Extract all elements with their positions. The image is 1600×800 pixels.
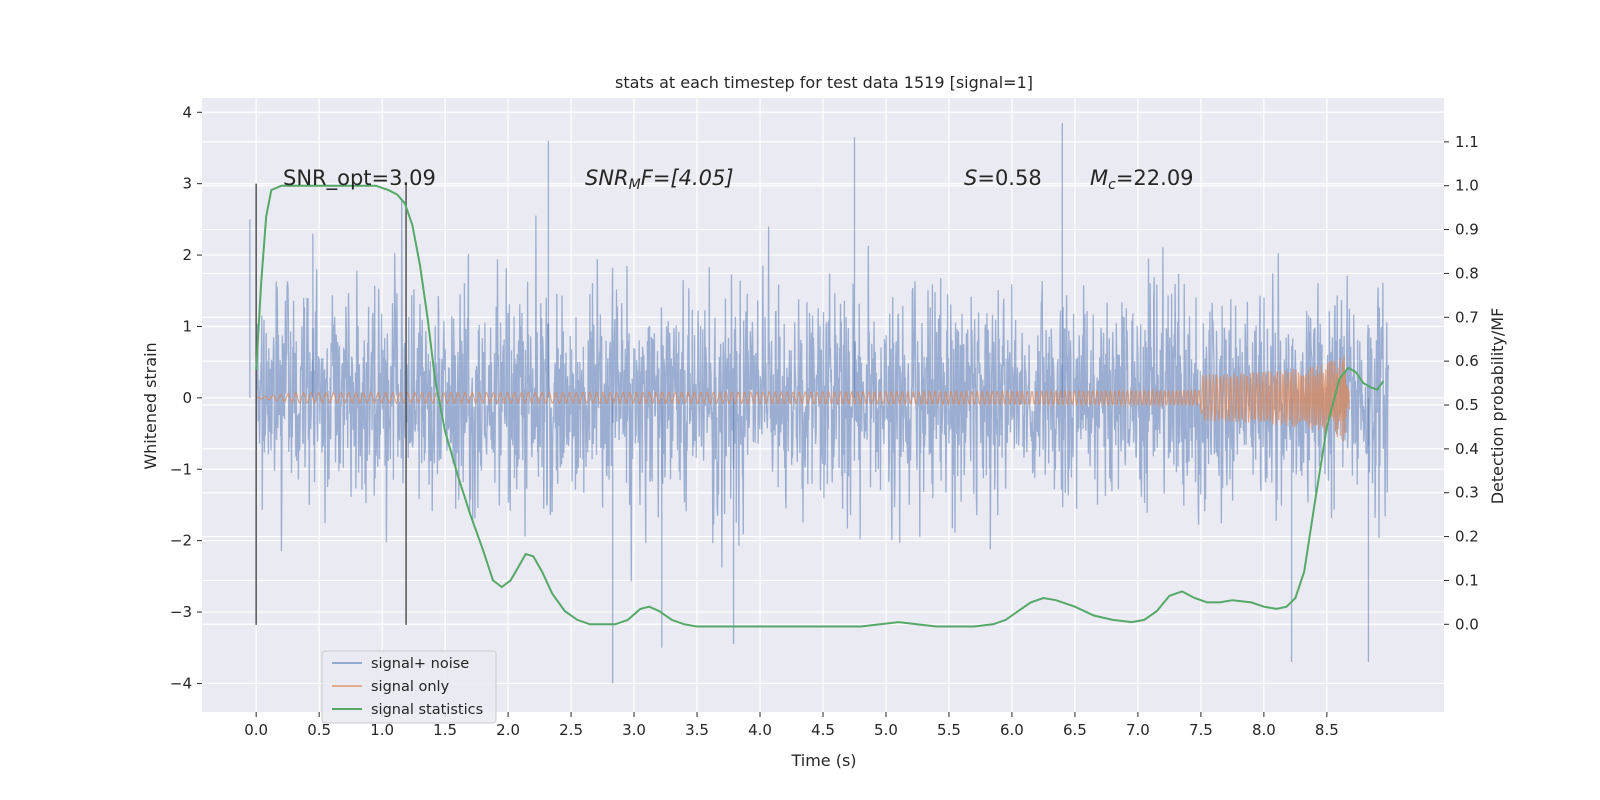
annotation-mc-main: M xyxy=(1090,166,1108,190)
annotation-snr-opt: SNR_opt=3.09 xyxy=(283,166,436,191)
y-tick-label: −4 xyxy=(170,674,192,692)
x-tick-label: 0.0 xyxy=(244,721,268,739)
y2-tick-label: 0.9 xyxy=(1455,221,1479,239)
legend-label-noise: signal+ noise xyxy=(371,656,469,672)
chart-title: stats at each timestep for test data 151… xyxy=(615,73,1033,92)
x-tick-label: 7.0 xyxy=(1126,721,1150,739)
annotation-snr-mf-rest: F=[4.05] xyxy=(641,166,734,190)
y-axis-label: Whitened strain xyxy=(141,342,160,469)
y2-tick-label: 0.6 xyxy=(1455,352,1479,370)
y2-tick-label: 0.2 xyxy=(1455,528,1479,546)
x-tick-label: 0.5 xyxy=(307,721,331,739)
x-tick-label: 2.5 xyxy=(559,721,583,739)
x-tick-label: 8.5 xyxy=(1315,721,1339,739)
x-axis-label: Time (s) xyxy=(790,751,856,770)
stats-series xyxy=(255,184,1385,628)
stats-line xyxy=(255,184,1385,628)
x-tick-label: 5.0 xyxy=(874,721,898,739)
y-tick-label: −1 xyxy=(170,460,192,478)
x-tick-label: 6.5 xyxy=(1063,721,1087,739)
noise-series xyxy=(249,122,1390,684)
annotation-mc: Mc=22.09 xyxy=(1090,166,1194,193)
noise-line xyxy=(255,199,1390,582)
y-tick-label: 3 xyxy=(182,175,192,193)
vertical-markers xyxy=(255,183,407,625)
annotation-mc-rest: =22.09 xyxy=(1116,166,1194,190)
annotation-mc-sub: c xyxy=(1108,177,1116,193)
y2-axis-ticks: 0.0 0.1 0.2 0.3 0.4 0.5 0.6 0.7 0.8 0.9 1.0 1.1 xyxy=(1444,133,1479,633)
y2-tick-label: 0.3 xyxy=(1455,484,1479,502)
x-tick-label: 7.5 xyxy=(1189,721,1213,739)
y-tick-label: 1 xyxy=(182,317,192,335)
x-tick-label: 8.0 xyxy=(1252,721,1276,739)
annotation-s-rest: =0.58 xyxy=(977,166,1041,190)
legend-label-stats: signal statistics xyxy=(371,702,483,718)
annotation-s: S=0.58 xyxy=(964,166,1042,190)
y-tick-label: −3 xyxy=(170,603,192,621)
legend-label-signal: signal only xyxy=(371,679,450,695)
annotation-snr-mf-main: SNR xyxy=(585,166,629,190)
y2-tick-label: 0.8 xyxy=(1455,264,1479,282)
y2-axis-label: Detection probability/MF xyxy=(1488,308,1507,505)
y-tick-label: −2 xyxy=(170,532,192,550)
y2-tick-label: 0.0 xyxy=(1455,615,1479,633)
annotation-s-main: S xyxy=(964,166,977,190)
y2-tick-label: 0.7 xyxy=(1455,308,1479,326)
x-tick-label: 3.0 xyxy=(622,721,646,739)
legend-box xyxy=(321,650,497,724)
x-tick-label: 1.0 xyxy=(370,721,394,739)
y-tick-label: 2 xyxy=(182,246,192,264)
x-tick-label: 2.0 xyxy=(496,721,520,739)
y-axis-ticks: −4 −3 −2 −1 0 1 2 3 4 xyxy=(170,103,202,692)
x-tick-label: 1.5 xyxy=(433,721,457,739)
x-axis-ticks: 0.0 0.5 1.0 1.5 2.0 2.5 3.0 3.5 4.0 4.5 5.0 5.5 6.0 6… xyxy=(244,712,1339,739)
x-tick-label: 3.5 xyxy=(685,721,709,739)
x-tick-label: 4.5 xyxy=(811,721,835,739)
y2-tick-label: 0.1 xyxy=(1455,571,1479,589)
y-tick-label: 0 xyxy=(182,389,192,407)
legend: signal+ noise signal only signal statist… xyxy=(321,650,497,724)
y2-tick-label: 1.0 xyxy=(1455,177,1479,195)
y2-tick-label: 0.4 xyxy=(1455,440,1479,458)
y-tick-label: 4 xyxy=(182,103,192,121)
y2-tick-label: 1.1 xyxy=(1455,133,1479,151)
annotation-snr-mf: SNRMF=[4.05] xyxy=(585,166,734,193)
y2-tick-label: 0.5 xyxy=(1455,396,1479,414)
x-tick-label: 6.0 xyxy=(1000,721,1024,739)
x-tick-label: 4.0 xyxy=(748,721,772,739)
annotation-snr-mf-sub: M xyxy=(629,177,641,193)
x-tick-label: 5.5 xyxy=(937,721,961,739)
